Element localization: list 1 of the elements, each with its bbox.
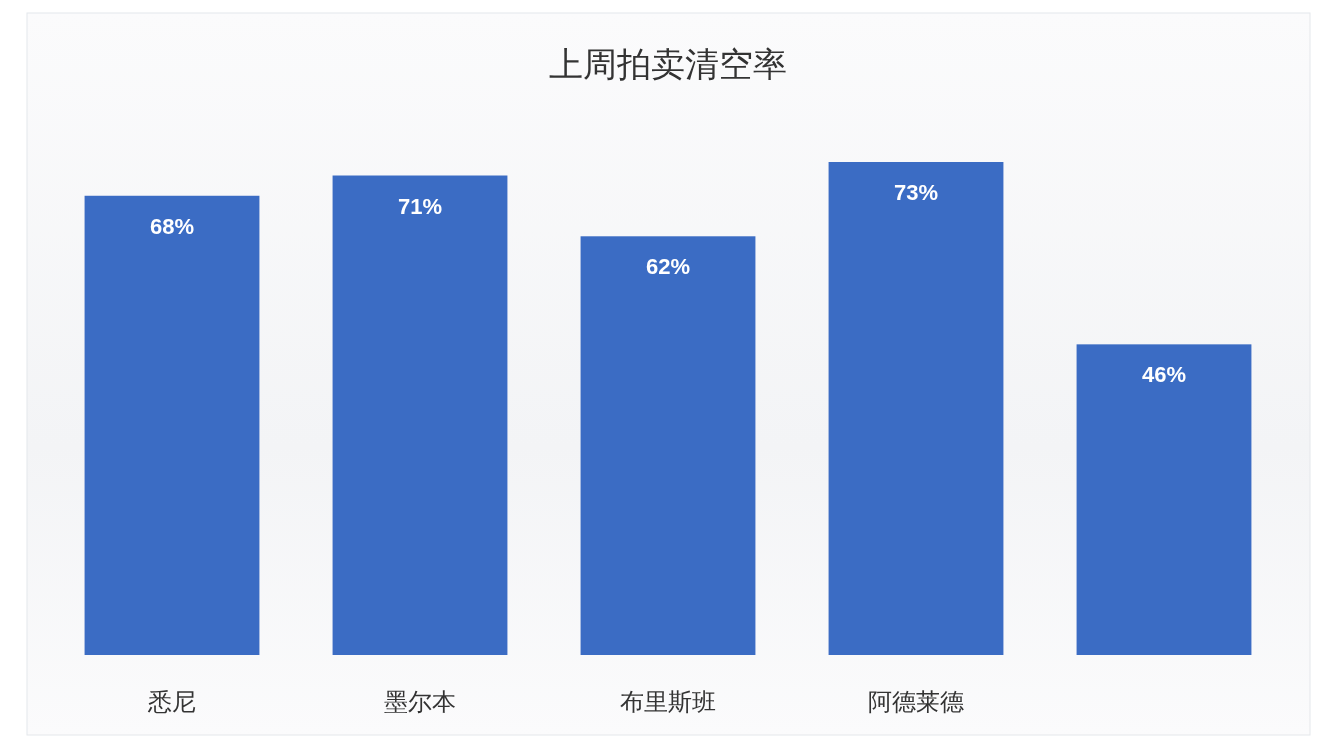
title: 上周拍卖清空率 — [549, 45, 787, 83]
